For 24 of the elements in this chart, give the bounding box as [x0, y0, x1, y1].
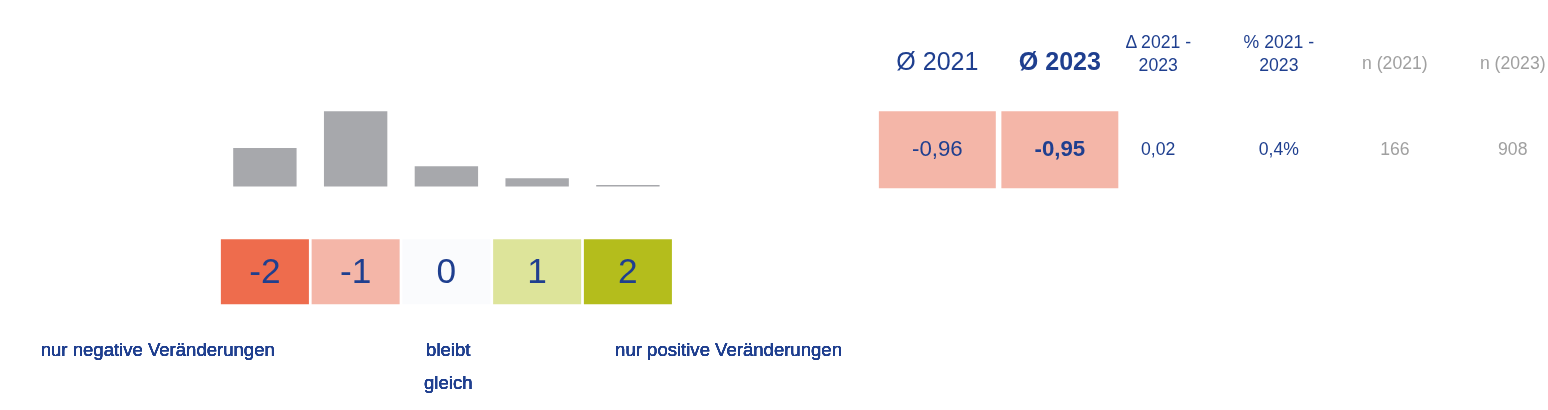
bar — [505, 178, 569, 187]
bar — [233, 148, 297, 187]
category-label: Ø 2021 — [896, 47, 979, 76]
category-label: Ø 2023 — [1018, 47, 1101, 76]
text: 908 — [1498, 138, 1528, 159]
x-tick-label: 2 — [618, 250, 638, 290]
text: 166 — [1380, 138, 1410, 159]
x-tick-label: 1 — [527, 250, 547, 290]
text: -0,96 — [911, 135, 963, 161]
category-label: Δ 2021 - 2023 — [1125, 32, 1192, 76]
category-label: n (2021) — [1362, 52, 1428, 73]
bar — [323, 111, 388, 187]
x-tick-label: -1 — [339, 250, 372, 290]
category-label: % 2021 - 2023 — [1243, 32, 1315, 76]
bar — [414, 166, 479, 187]
category-label: n (2023) — [1479, 52, 1546, 73]
text: -0,95 — [1034, 135, 1086, 161]
text: 0,02 — [1141, 138, 1176, 159]
text: bleibt gleich — [424, 339, 473, 393]
x-tick-label: -2 — [249, 250, 281, 290]
text: nur negative Veränderungen — [40, 339, 275, 361]
text: 0,4% — [1258, 138, 1299, 159]
text: nur positive Veränderungen — [615, 339, 842, 361]
x-tick-label: 0 — [436, 250, 457, 290]
